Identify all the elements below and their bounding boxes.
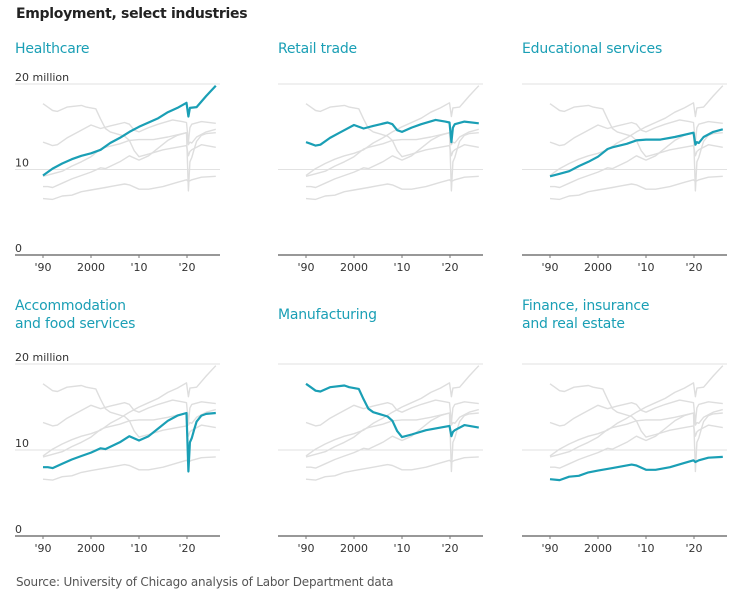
x-tick-label: 2000 [340,261,368,274]
context-series-line [549,399,723,427]
context-series-line [305,85,480,177]
panel-title: Finance, insurance and real estate [522,297,650,333]
x-tick-label: '20 [178,261,195,274]
source-note: Source: University of Chicago analysis o… [16,575,394,589]
panel-chart-4: 0 10 20 million '90 2000 '10 '20 [15,351,220,555]
highlight-series-line [305,382,479,439]
chart-title: Employment, select industries [16,6,248,22]
x-tick-label: '20 [178,542,195,555]
context-series-line [549,85,724,177]
panel-title-line: Healthcare [15,41,90,57]
panel-title-line: and real estate [522,316,625,332]
x-tick-label: 2000 [584,542,612,555]
x-tick-label: '20 [441,542,458,555]
x-tick-label: '90 [541,542,558,555]
context-series-line [549,408,723,458]
context-series-line [42,128,216,177]
x-tick-label: '90 [297,261,314,274]
x-tick-label: 2000 [340,542,368,555]
panel-chart-5: '90 2000 '10 '20 [278,363,483,555]
x-tick-label: '20 [685,261,702,274]
x-tick-label: '10 [393,542,410,555]
y-tick-label: 0 [15,523,22,536]
highlight-series-line [549,455,723,482]
highlight-series-line [549,128,724,178]
panel-title: Accommodation and food services [15,297,135,333]
x-tick-label: '10 [130,542,147,555]
x-tick-label: '90 [297,542,314,555]
context-series-line [549,119,723,147]
context-series-line [305,399,479,427]
context-series-line [305,408,479,458]
panel-title-line: Retail trade [278,41,357,57]
context-series-line [305,365,480,457]
context-series-line [42,399,216,427]
panel-title: Healthcare [15,40,90,58]
x-tick-label: '90 [34,261,51,274]
panel-chart-1: 0 10 20 million '90 2000 '10 '20 [15,71,220,274]
x-tick-label: '10 [637,542,654,555]
y-tick-label: 20 million [15,351,69,364]
panel-title-line: and food services [15,316,136,332]
x-tick-label: '10 [130,261,147,274]
panel-title-line: Manufacturing [278,307,377,323]
context-series-line [549,175,723,201]
y-tick-label: 20 million [15,71,69,84]
panel-chart-2: '90 2000 '10 '20 [278,83,483,274]
x-tick-label: '20 [441,261,458,274]
x-tick-label: '10 [393,261,410,274]
context-series-line [42,408,216,458]
context-series-line [549,383,723,438]
highlight-series-line [305,118,479,147]
panel-title-line: Educational services [522,41,663,57]
x-tick-label: 2000 [77,542,105,555]
x-tick-label: 2000 [77,261,105,274]
panel-chart-6: '90 2000 '10 '20 [522,363,727,555]
y-tick-label: 0 [15,242,22,255]
panel-title: Retail trade [278,40,357,58]
context-series-line [305,456,479,481]
x-tick-label: '90 [34,542,51,555]
context-series-line [42,103,216,158]
panel-title: Educational services [522,40,662,58]
panel-title-line: Accommodation [15,298,126,314]
context-series-line [42,175,216,201]
x-tick-label: '20 [685,542,702,555]
panel-title-line: Finance, insurance [522,298,650,314]
x-tick-label: 2000 [584,261,612,274]
x-tick-label: '90 [541,261,558,274]
panel-title: Manufacturing [278,306,377,324]
context-series-line [305,128,479,177]
context-series-line [549,103,723,158]
context-series-line [305,103,479,158]
context-series-line [42,383,216,438]
y-tick-label: 10 [15,157,29,170]
panel-chart-3: '90 2000 '10 '20 [522,83,727,274]
context-series-line [305,175,479,201]
y-tick-label: 10 [15,437,29,450]
context-series-line [549,365,724,457]
highlight-series-line [43,411,216,473]
x-tick-label: '10 [637,261,654,274]
context-series-line [42,365,217,457]
highlight-series-line [42,84,217,177]
